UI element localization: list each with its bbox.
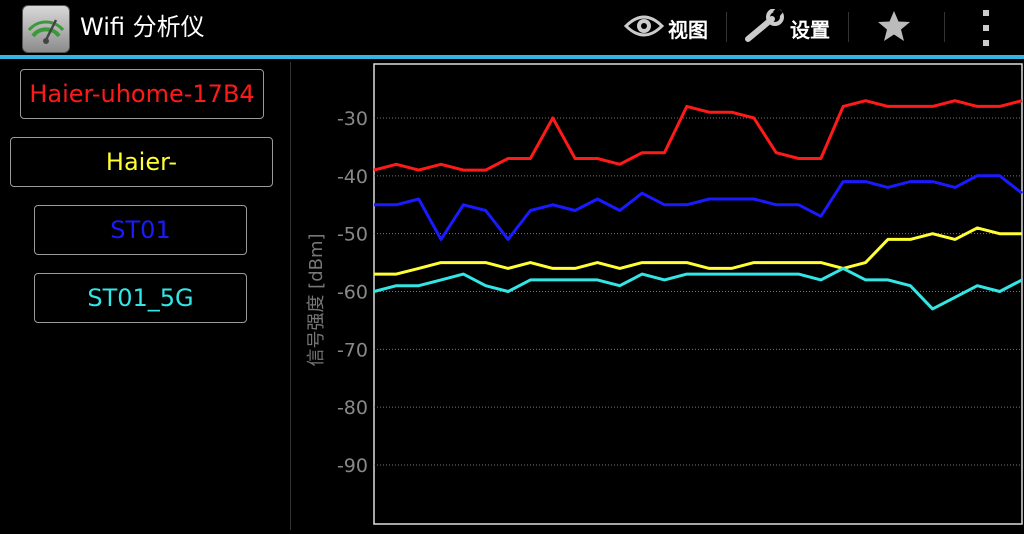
y-axis-label: 信号强度 [dBm]	[306, 233, 327, 366]
settings-button[interactable]: 设置	[742, 7, 830, 48]
y-tick-label: -80	[337, 397, 368, 419]
y-tick-label: -60	[337, 282, 368, 304]
action-separator	[726, 12, 727, 42]
network-item-st01[interactable]: ST01	[34, 205, 247, 255]
network-ssid: Haier-	[105, 148, 178, 176]
view-label: 视图	[668, 17, 708, 42]
overflow-menu-icon[interactable]	[980, 10, 992, 46]
network-item-haier-uhome-17b4[interactable]: Haier-uhome-17B4	[20, 69, 264, 119]
settings-label: 设置	[790, 17, 830, 42]
y-tick-label: -30	[337, 108, 368, 130]
y-tick-label: -40	[337, 166, 368, 188]
eye-icon	[623, 12, 665, 44]
panel-divider	[290, 62, 291, 530]
wrench-icon	[742, 7, 786, 47]
wifi-analyzer-app-icon[interactable]	[22, 5, 70, 53]
action-bar-accent-line	[0, 55, 1024, 59]
view-button[interactable]: 视图	[623, 8, 708, 48]
network-ssid: ST01	[110, 216, 171, 244]
network-ssid: Haier-uhome-17B4	[29, 80, 255, 108]
app-title: Wifi 分析仪	[80, 13, 205, 41]
y-tick-label: -90	[337, 455, 368, 477]
y-tick-label: -50	[337, 224, 368, 246]
chart-plot-area	[373, 63, 1023, 525]
network-item-haier[interactable]: Haier-	[10, 137, 273, 187]
series-line-haier-uhome-17b4	[373, 99, 1023, 172]
series-line-st01-5g	[373, 266, 1023, 311]
network-item-st01-5g[interactable]: ST01_5G	[34, 273, 247, 323]
series-line-st01	[374, 174, 1023, 241]
favorite-button[interactable]	[876, 8, 912, 48]
action-bar: Wifi 分析仪 视图 设置	[0, 0, 1024, 56]
star-icon	[876, 9, 912, 47]
action-separator	[848, 12, 849, 42]
action-separator	[944, 12, 945, 42]
series-line-haier	[374, 226, 1022, 276]
network-ssid: ST01_5G	[87, 284, 194, 312]
y-tick-label: -70	[337, 339, 368, 361]
